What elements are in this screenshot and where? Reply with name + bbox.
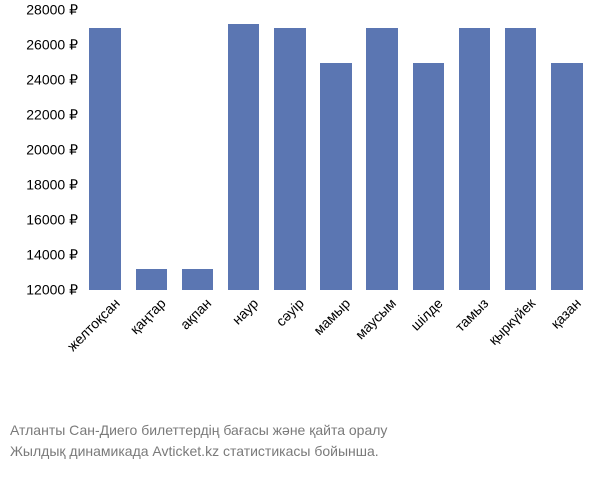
bar: [459, 28, 490, 291]
x-tick-label: маусым: [352, 295, 399, 342]
bar: [89, 28, 120, 291]
bar: [413, 63, 444, 291]
x-tick-label: тамыз: [452, 295, 492, 335]
x-tick-label: сәуір: [273, 295, 307, 329]
y-axis: 12000 ₽14000 ₽16000 ₽18000 ₽20000 ₽22000…: [10, 10, 80, 290]
x-tick-label: қаңтар: [127, 295, 169, 337]
y-tick-label: 18000 ₽: [26, 177, 78, 194]
y-tick-label: 16000 ₽: [26, 212, 78, 229]
y-tick-label: 22000 ₽: [26, 107, 78, 124]
y-tick-label: 26000 ₽: [26, 37, 78, 54]
bar: [136, 269, 167, 290]
caption-line-2: Жылдық динамикада Avticket.kz статистика…: [10, 441, 387, 462]
x-tick-label: ақпан: [177, 295, 214, 332]
x-axis-labels: желтоқсанқаңтарақпаннаурсәуірмамырмаусым…: [82, 295, 590, 395]
plot-area: [82, 10, 590, 290]
y-tick-label: 20000 ₽: [26, 142, 78, 159]
x-tick-label: шілде: [407, 295, 446, 334]
bar: [551, 63, 582, 291]
y-tick-label: 28000 ₽: [26, 2, 78, 19]
bar: [274, 28, 305, 291]
y-tick-label: 12000 ₽: [26, 282, 78, 299]
x-tick-label: қазан: [548, 295, 585, 332]
x-tick-label: қыркүйек: [485, 295, 538, 348]
bar: [320, 63, 351, 291]
y-tick-label: 24000 ₽: [26, 72, 78, 89]
bar-chart: 12000 ₽ 14000 ₽ 16000 ₽ 18000 ₽ 20000 ₽ 22000…: [10, 10, 590, 360]
chart-caption: Атланты Сан-Диего билеттердің бағасы жән…: [10, 420, 387, 462]
x-tick-label: желтоқсан: [63, 295, 122, 354]
bar: [228, 24, 259, 290]
x-tick-label: мамыр: [310, 295, 353, 338]
caption-line-1: Атланты Сан-Диего билеттердің бағасы жән…: [10, 420, 387, 441]
y-tick-label: 14000 ₽: [26, 247, 78, 264]
x-tick-label: наур: [228, 295, 261, 328]
bar: [182, 269, 213, 290]
bar: [505, 28, 536, 291]
bar: [366, 28, 397, 291]
